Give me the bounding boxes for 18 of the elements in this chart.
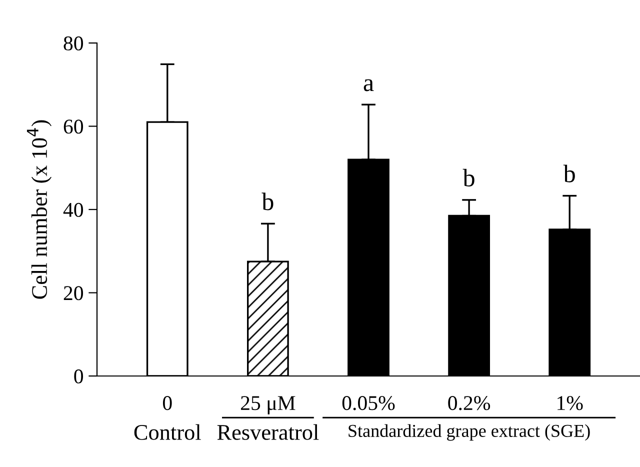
y-tick-label: 60 — [64, 120, 84, 134]
x-tick-label: 1% — [558, 396, 583, 410]
y-tick-label: 40 — [63, 202, 84, 217]
annotation: b — [262, 192, 274, 210]
y-axis-title: Cell number (x 10$^{4}$) — [26, 120, 52, 299]
annotation: a — [364, 79, 374, 92]
y-tick-label: 0 — [74, 369, 84, 384]
text: Control — [134, 424, 201, 440]
text: Standardized grape extract (SGE) — [348, 424, 590, 441]
text: Resveratrol — [217, 424, 319, 440]
x-tick-label: 0.05% — [342, 396, 395, 410]
x-tick-label: 25 μM — [240, 396, 296, 414]
annotation: b — [563, 164, 575, 182]
y-tick-label: 80 — [64, 36, 84, 50]
x-tick-label: 0 — [162, 396, 172, 410]
annotation: b — [462, 168, 474, 187]
y-tick-label: 20 — [64, 286, 84, 300]
x-tick-label: 0.2% — [448, 396, 490, 410]
